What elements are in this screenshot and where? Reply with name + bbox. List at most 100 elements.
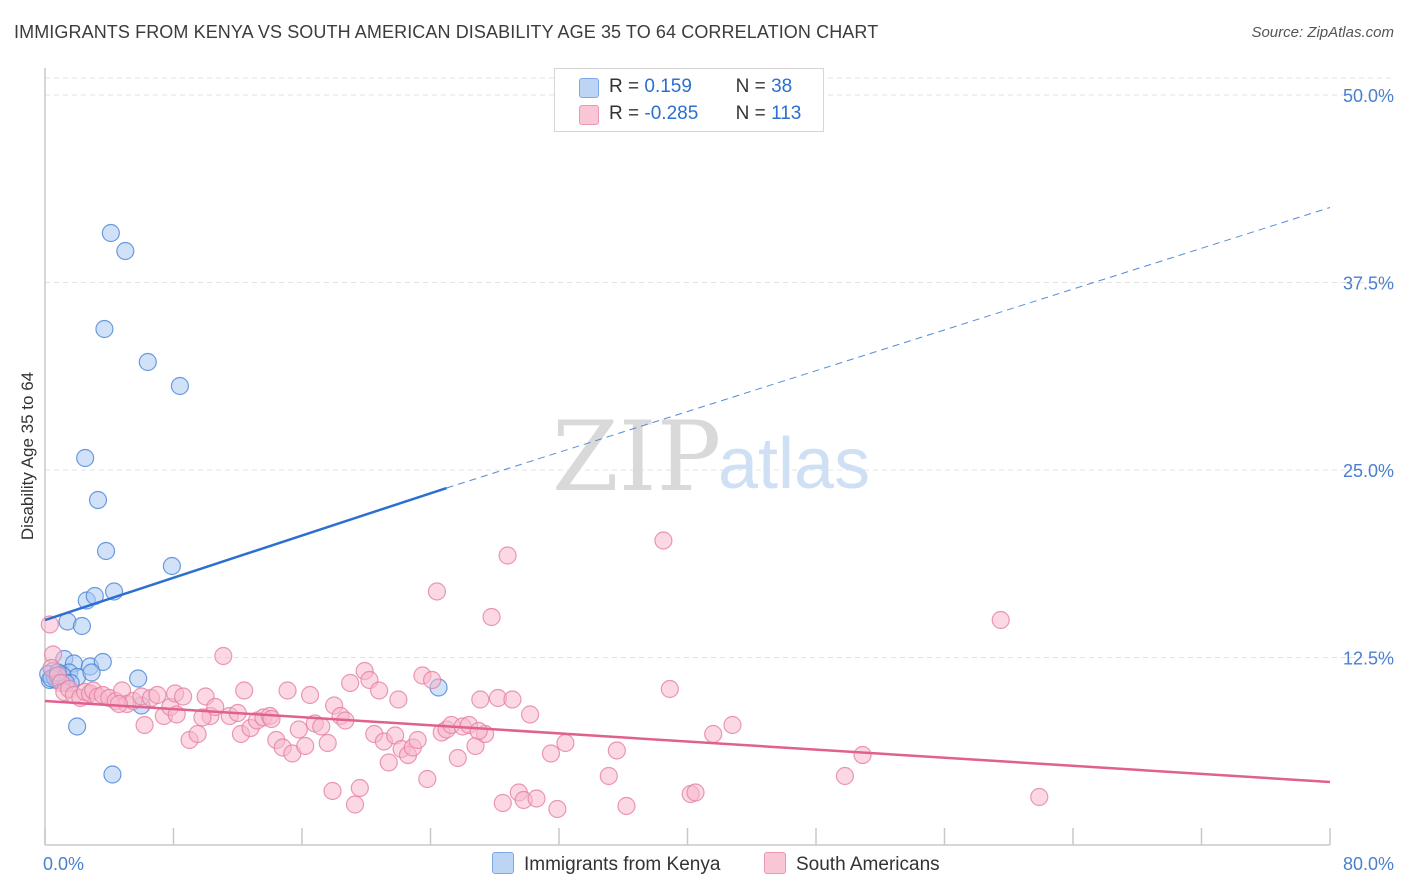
south-american-point bbox=[262, 709, 281, 729]
south-american-point bbox=[379, 753, 398, 772]
south-american-point bbox=[370, 681, 389, 700]
x-tick-label-min: 0.0% bbox=[43, 854, 84, 874]
legend-r-label: R = bbox=[609, 76, 640, 97]
source-label: Source: ZipAtlas.com bbox=[1251, 24, 1394, 41]
kenya-point bbox=[95, 319, 114, 339]
axes bbox=[44, 68, 1331, 846]
kenya-point bbox=[138, 352, 157, 372]
south-american-point bbox=[235, 681, 254, 700]
legend-swatch-south-americans bbox=[579, 105, 599, 125]
y-tick-label: 25.0% bbox=[1343, 461, 1394, 481]
kenya-point bbox=[93, 652, 112, 672]
x-tick-label-max: 80.0% bbox=[1343, 854, 1394, 874]
south-american-point bbox=[318, 733, 337, 753]
kenya-point bbox=[68, 717, 87, 736]
tick-labels: 12.5% 25.0% 37.5% 50.0% 0.0% 80.0% bbox=[43, 86, 1394, 874]
y-tick-label: 50.0% bbox=[1343, 86, 1394, 106]
kenya-point bbox=[96, 541, 116, 561]
south-american-point bbox=[660, 679, 679, 699]
watermark-zip: ZIP bbox=[552, 401, 721, 513]
south-american-point bbox=[556, 733, 575, 753]
grid-lines bbox=[45, 77, 1394, 658]
south-american-point bbox=[853, 745, 872, 765]
south-american-point bbox=[148, 685, 167, 705]
south-american-point bbox=[704, 724, 723, 744]
kenya-point bbox=[162, 556, 181, 576]
trend-lines bbox=[44, 207, 1331, 784]
bottom-legend-label-south-americans: South Americans bbox=[796, 854, 940, 875]
south-american-point bbox=[300, 685, 320, 705]
legend-n-label: N = bbox=[735, 103, 766, 124]
watermark: ZIP atlas bbox=[552, 401, 870, 513]
kenya-point bbox=[170, 376, 190, 396]
south-american-point bbox=[503, 690, 522, 709]
south-american-point bbox=[312, 717, 331, 736]
south-american-point bbox=[350, 778, 369, 798]
south-american-point bbox=[389, 690, 408, 709]
kenya-point bbox=[116, 241, 135, 261]
south-american-point bbox=[296, 736, 315, 756]
kenya-point bbox=[82, 663, 101, 682]
kenya-point bbox=[101, 223, 120, 243]
bottom-legend-label-kenya: Immigrants from Kenya bbox=[524, 854, 721, 875]
south-american-point bbox=[423, 670, 442, 690]
south-american-point bbox=[214, 646, 233, 666]
bottom-legend-swatch-south-americans bbox=[764, 852, 786, 874]
legend-swatch-kenya bbox=[579, 78, 599, 98]
south-american-point bbox=[135, 715, 154, 735]
kenya-point bbox=[72, 616, 92, 636]
legend-n-label: N = bbox=[735, 76, 766, 97]
kenya-trend-extension bbox=[446, 207, 1331, 489]
watermark-atlas: atlas bbox=[718, 424, 870, 504]
legend-r-value: 0.159 bbox=[644, 76, 692, 97]
south-american-trend-line bbox=[44, 699, 1331, 784]
south-american-point bbox=[991, 610, 1010, 630]
south-american-point bbox=[482, 607, 501, 627]
bottom-legend-south-americans: South Americans bbox=[764, 852, 940, 876]
y-tick-label: 37.5% bbox=[1343, 274, 1394, 294]
correlation-legend: R = 0.159 N = 38 R = -0.285 N = 113 bbox=[554, 68, 824, 132]
south-american-point bbox=[193, 708, 212, 727]
south-american-point bbox=[493, 793, 512, 813]
kenya-point bbox=[88, 490, 108, 510]
south-american-point bbox=[469, 721, 488, 741]
legend-stats-kenya: R = 0.159 N = 38 bbox=[609, 76, 792, 98]
south-american-point bbox=[686, 783, 705, 802]
legend-n-value: 38 bbox=[771, 76, 793, 97]
legend-r-value: -0.285 bbox=[644, 103, 699, 124]
south-american-point bbox=[323, 781, 342, 801]
chart-title: IMMIGRANTS FROM KENYA VS SOUTH AMERICAN … bbox=[14, 22, 879, 42]
south-american-point bbox=[341, 673, 360, 693]
south-american-point bbox=[498, 546, 517, 565]
south-american-point bbox=[520, 705, 540, 724]
bottom-legend-swatch-kenya bbox=[492, 852, 514, 874]
south-american-point bbox=[278, 681, 297, 700]
south-american-point bbox=[541, 744, 561, 763]
south-american-point bbox=[835, 766, 855, 786]
south-american-point bbox=[289, 720, 308, 739]
south-american-point bbox=[723, 715, 742, 735]
south-american-point bbox=[599, 766, 618, 786]
bottom-legend-kenya: Immigrants from Kenya bbox=[492, 852, 720, 876]
south-american-point bbox=[548, 799, 567, 819]
kenya-point bbox=[76, 448, 95, 468]
y-tick-label: 12.5% bbox=[1343, 649, 1394, 669]
south-american-point bbox=[174, 687, 193, 706]
south-american-point bbox=[188, 724, 207, 744]
kenya-point bbox=[103, 765, 122, 784]
south-american-point bbox=[607, 741, 626, 760]
south-american-point bbox=[345, 795, 365, 814]
kenya-point bbox=[129, 669, 148, 688]
south-american-point bbox=[1030, 787, 1049, 807]
kenya-trend-line bbox=[44, 486, 447, 622]
south-american-point bbox=[418, 769, 437, 789]
south-american-point bbox=[617, 796, 636, 816]
legend-r-label: R = bbox=[609, 103, 640, 124]
legend-stats-south-americans: R = -0.285 N = 113 bbox=[609, 103, 801, 125]
legend-n-value: 113 bbox=[771, 103, 802, 124]
south-american-point bbox=[427, 582, 447, 601]
south-american-point bbox=[408, 730, 427, 750]
south-american-point bbox=[527, 789, 546, 808]
south-american-point bbox=[109, 694, 128, 714]
